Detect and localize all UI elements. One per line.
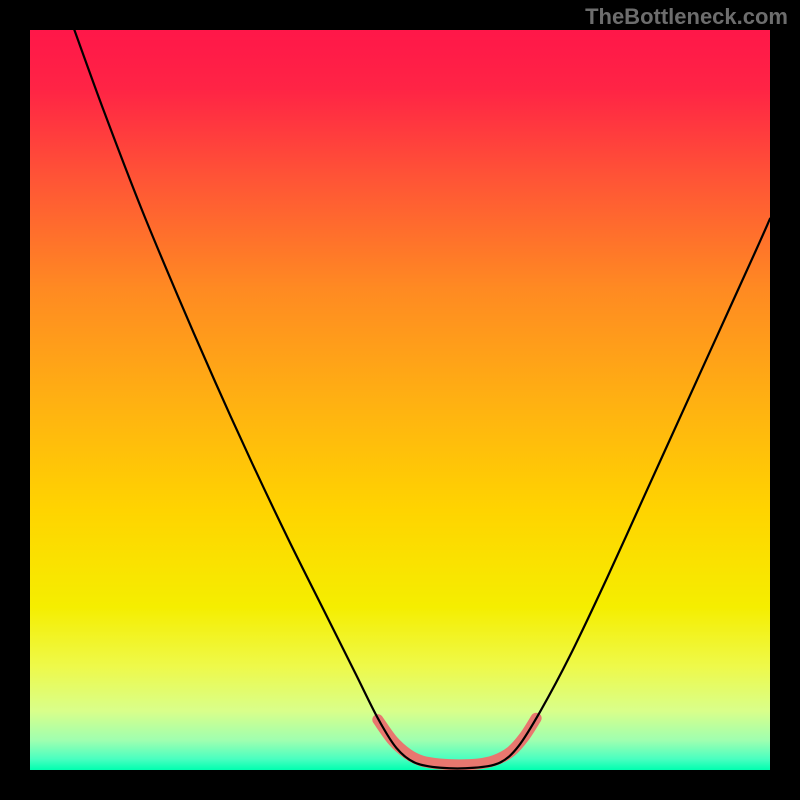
watermark-text: TheBottleneck.com (585, 4, 788, 30)
plot-area (30, 30, 770, 770)
chart-container: TheBottleneck.com (0, 0, 800, 800)
floor-band (378, 718, 536, 765)
curve-layer (30, 30, 770, 770)
bottleneck-curve (74, 30, 770, 768)
